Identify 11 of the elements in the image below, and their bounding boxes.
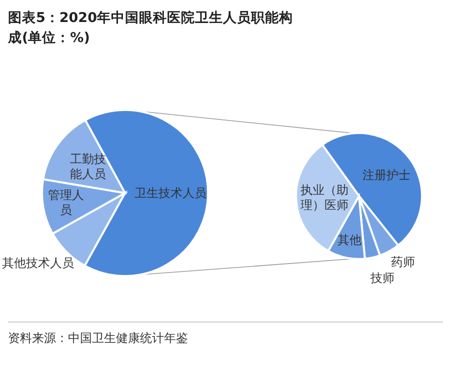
slice-label: 执业（助理）医师	[299, 182, 350, 213]
slice-label: 其他	[336, 232, 363, 248]
slice-label: 其他技术人员	[2, 256, 74, 272]
chart-title: 图表5：2020年中国眼科医院卫生人员职能构成(单位：%)	[8, 9, 294, 48]
slice-label: 药师	[390, 254, 415, 270]
slice-label: 注册护士	[362, 168, 412, 183]
slice-label: 工勤技能人员	[68, 152, 107, 182]
text: 资料来源：中国卫生健康统计年鉴	[8, 330, 188, 347]
slice-label: 技师	[370, 270, 394, 286]
slice-label: 管理人员	[47, 188, 86, 218]
slice-label: 卫生技术人员	[134, 186, 208, 201]
